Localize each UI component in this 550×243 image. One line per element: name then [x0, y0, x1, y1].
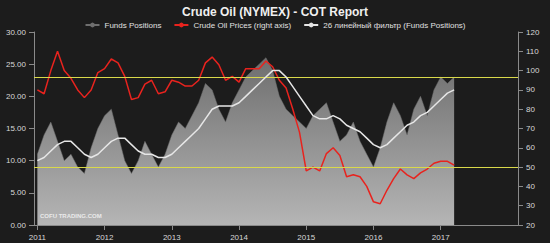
svg-text:5.00: 5.00	[10, 188, 26, 197]
svg-text:2015: 2015	[297, 233, 315, 242]
svg-text:120: 120	[526, 28, 540, 37]
svg-text:60: 60	[526, 143, 535, 152]
svg-text:0.00: 0.00	[10, 221, 26, 230]
svg-text:110: 110	[526, 47, 539, 56]
svg-text:50: 50	[526, 163, 535, 172]
svg-text:26 линейный фильтр (Funds Posi: 26 линейный фильтр (Funds Positions)	[323, 21, 466, 30]
svg-text:40: 40	[526, 182, 535, 191]
svg-text:100: 100	[526, 66, 540, 75]
svg-text:2013: 2013	[163, 233, 181, 242]
svg-text:30: 30	[526, 201, 535, 210]
svg-text:20: 20	[526, 221, 535, 230]
svg-text:90: 90	[526, 85, 535, 94]
svg-text:2017: 2017	[432, 233, 450, 242]
svg-text:2014: 2014	[230, 233, 248, 242]
svg-text:30.00: 30.00	[6, 28, 27, 37]
svg-text:25.00: 25.00	[6, 60, 27, 69]
svg-text:Crude Oil Prices (right axis): Crude Oil Prices (right axis)	[193, 21, 291, 30]
svg-text:2016: 2016	[365, 233, 383, 242]
svg-text:2012: 2012	[96, 233, 114, 242]
svg-text:80: 80	[526, 105, 535, 114]
svg-text:20.00: 20.00	[6, 92, 27, 101]
svg-text:10.00: 10.00	[6, 156, 27, 165]
svg-text:Crude Oil (NYMEX) - COT Report: Crude Oil (NYMEX) - COT Report	[182, 5, 368, 19]
svg-text:70: 70	[526, 124, 535, 133]
svg-text:COFU TRADING.COM: COFU TRADING.COM	[40, 213, 102, 219]
svg-text:Funds Positions: Funds Positions	[104, 21, 161, 30]
svg-text:2011: 2011	[29, 233, 47, 242]
svg-text:15.00: 15.00	[6, 124, 27, 133]
